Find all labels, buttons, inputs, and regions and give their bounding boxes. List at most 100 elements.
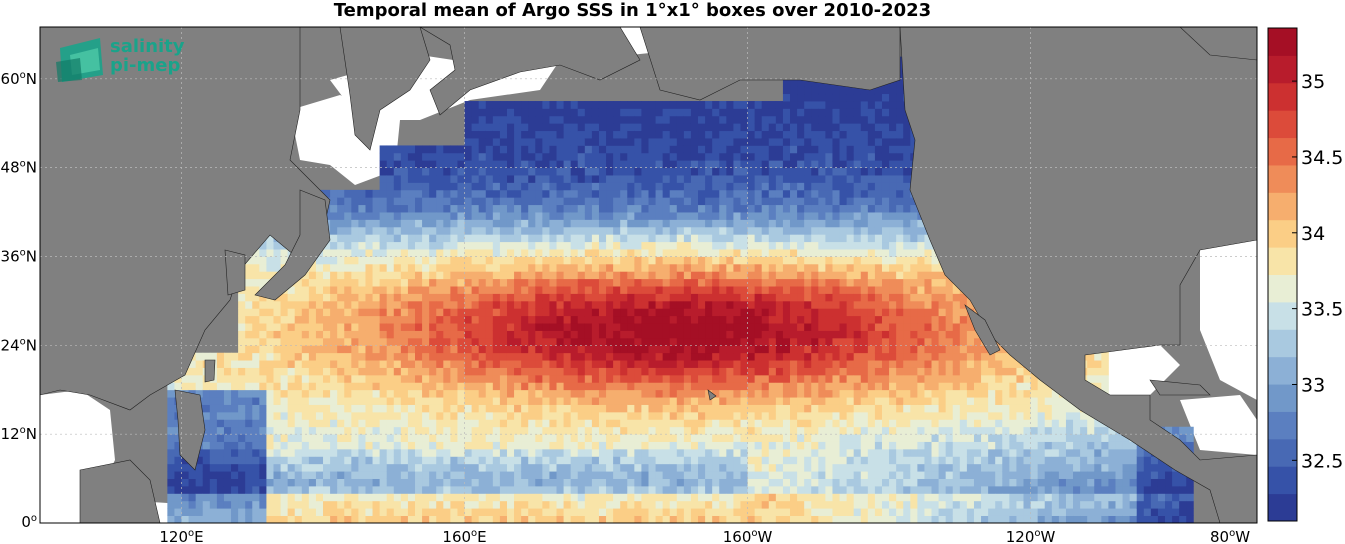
salinity-cell bbox=[231, 397, 239, 405]
salinity-cell bbox=[761, 374, 770, 383]
salinity-cell bbox=[471, 175, 480, 183]
salinity-cell bbox=[570, 182, 579, 191]
salinity-cell bbox=[726, 219, 734, 228]
salinity-cell bbox=[514, 278, 522, 287]
salinity-cell bbox=[655, 123, 664, 132]
salinity-cell bbox=[549, 189, 557, 198]
salinity-cell bbox=[754, 115, 763, 124]
salinity-cell bbox=[400, 360, 409, 368]
salinity-cell bbox=[818, 471, 826, 479]
salinity-cell bbox=[521, 115, 529, 124]
salinity-cell bbox=[372, 330, 381, 339]
salinity-cell bbox=[811, 152, 819, 161]
salinity-cell bbox=[832, 448, 840, 457]
salinity-cell bbox=[407, 471, 416, 479]
salinity-cell bbox=[287, 434, 296, 442]
salinity-cell bbox=[521, 256, 529, 265]
salinity-cell bbox=[415, 448, 423, 457]
salinity-cell bbox=[231, 485, 239, 494]
salinity-cell bbox=[351, 441, 359, 450]
salinity-cell bbox=[422, 271, 430, 280]
salinity-cell bbox=[407, 226, 416, 235]
salinity-cell bbox=[365, 404, 373, 413]
salinity-cell bbox=[641, 101, 649, 109]
salinity-cell bbox=[556, 404, 564, 413]
salinity-cell bbox=[719, 397, 727, 405]
salinity-cell bbox=[167, 485, 175, 494]
salinity-cell bbox=[846, 189, 855, 198]
salinity-cell bbox=[429, 300, 437, 309]
salinity-cell bbox=[323, 256, 331, 265]
salinity-cell bbox=[669, 160, 678, 169]
salinity-cell bbox=[443, 241, 451, 250]
salinity-cell bbox=[733, 434, 741, 442]
salinity-cell bbox=[485, 241, 494, 250]
salinity-cell bbox=[662, 182, 671, 191]
salinity-cell bbox=[379, 219, 388, 228]
salinity-cell bbox=[330, 493, 338, 502]
salinity-cell bbox=[238, 478, 246, 487]
salinity-cell bbox=[415, 167, 423, 176]
salinity-cell bbox=[825, 367, 833, 376]
salinity-cell bbox=[252, 463, 260, 472]
salinity-cell bbox=[634, 508, 642, 516]
salinity-cell bbox=[514, 226, 522, 235]
salinity-cell bbox=[287, 315, 296, 324]
salinity-cell bbox=[782, 263, 791, 272]
salinity-cell bbox=[245, 278, 253, 287]
salinity-cell bbox=[528, 204, 536, 213]
salinity-cell bbox=[811, 108, 819, 117]
salinity-cell bbox=[478, 360, 487, 368]
salinity-cell bbox=[705, 204, 713, 213]
salinity-cell bbox=[351, 426, 359, 435]
salinity-cell bbox=[598, 515, 607, 523]
salinity-cell bbox=[570, 493, 579, 502]
salinity-cell bbox=[775, 337, 784, 346]
salinity-cell bbox=[719, 493, 727, 502]
salinity-cell bbox=[782, 212, 791, 220]
salinity-cell bbox=[386, 493, 395, 502]
salinity-cell bbox=[542, 101, 550, 109]
salinity-cell bbox=[436, 448, 444, 457]
salinity-cell bbox=[705, 108, 713, 117]
salinity-cell bbox=[330, 382, 338, 391]
salinity-cell bbox=[584, 374, 593, 383]
salinity-cell bbox=[252, 352, 260, 361]
salinity-cell bbox=[266, 411, 274, 420]
salinity-cell bbox=[386, 234, 395, 243]
salinity-cell bbox=[782, 115, 791, 124]
salinity-cell bbox=[259, 263, 267, 272]
salinity-cell bbox=[556, 382, 564, 391]
salinity-cell bbox=[429, 448, 437, 457]
salinity-cell bbox=[195, 360, 204, 368]
salinity-cell bbox=[365, 508, 373, 516]
salinity-cell bbox=[344, 397, 352, 405]
salinity-cell bbox=[436, 226, 444, 235]
salinity-cell bbox=[238, 397, 246, 405]
salinity-cell bbox=[563, 212, 572, 220]
salinity-cell bbox=[485, 152, 494, 161]
salinity-cell bbox=[839, 463, 848, 472]
salinity-cell bbox=[549, 308, 557, 317]
salinity-cell bbox=[549, 263, 557, 272]
salinity-cell bbox=[740, 256, 748, 265]
salinity-cell bbox=[648, 374, 656, 383]
salinity-cell bbox=[485, 330, 494, 339]
salinity-cell bbox=[804, 441, 812, 450]
salinity-cell bbox=[259, 448, 267, 457]
salinity-cell bbox=[429, 167, 437, 176]
salinity-cell bbox=[768, 123, 777, 132]
salinity-cell bbox=[429, 367, 437, 376]
salinity-cell bbox=[344, 323, 352, 331]
salinity-cell bbox=[662, 463, 671, 472]
salinity-cell bbox=[839, 182, 848, 191]
salinity-cell bbox=[570, 508, 579, 516]
salinity-cell bbox=[839, 337, 848, 346]
salinity-cell bbox=[351, 212, 359, 220]
salinity-cell bbox=[181, 471, 189, 479]
salinity-cell bbox=[733, 404, 741, 413]
salinity-cell bbox=[478, 256, 487, 265]
salinity-cell bbox=[818, 352, 826, 361]
salinity-cell bbox=[372, 500, 381, 509]
salinity-cell bbox=[676, 485, 685, 494]
